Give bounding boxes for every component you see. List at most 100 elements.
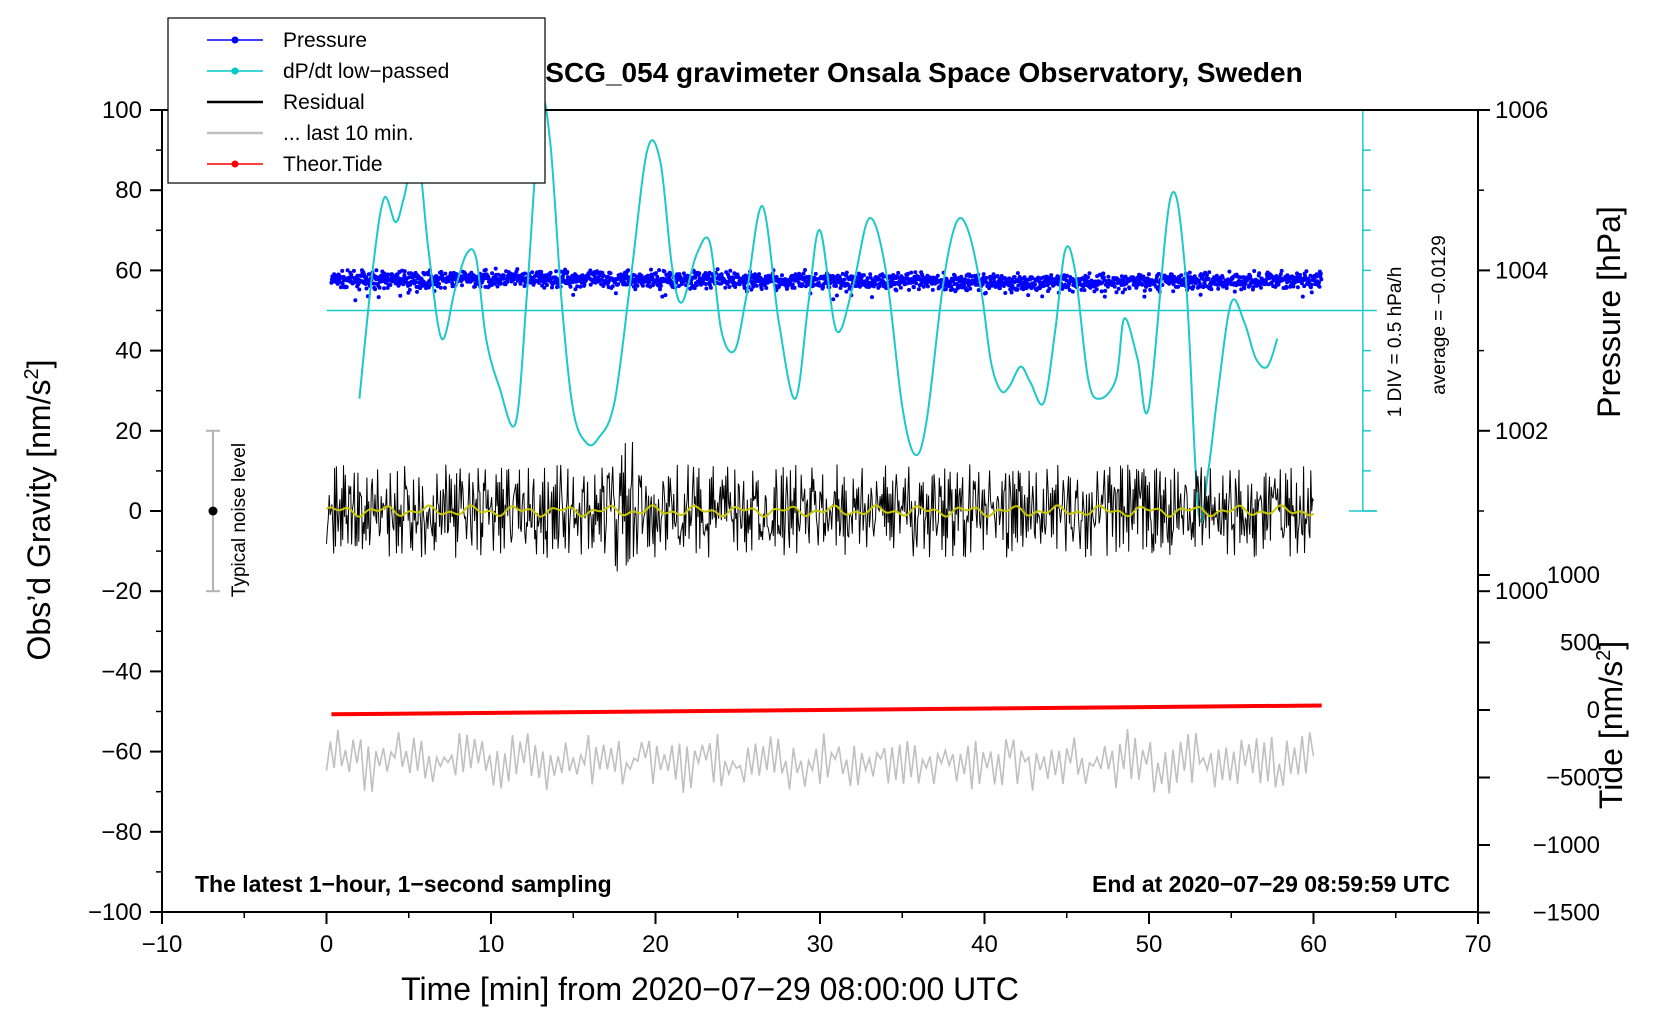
legend-box	[167, 17, 546, 184]
pressure-point	[842, 277, 847, 282]
x-tick-label: −10	[142, 931, 183, 958]
pressure-point	[600, 277, 604, 282]
pressure-point	[1105, 284, 1110, 289]
tide-tick-label: 1000	[1547, 562, 1600, 589]
pressure-point	[909, 270, 914, 275]
pressure-point	[384, 279, 389, 284]
pressure-axis-label: Pressure [hPa]	[1591, 206, 1627, 418]
residual-series-line	[326, 441, 1314, 572]
pressure-point	[925, 284, 930, 289]
pressure-point	[757, 272, 762, 277]
pressure-point	[997, 286, 1002, 291]
pressure-point	[536, 280, 541, 285]
pressure-point	[1307, 278, 1312, 283]
pressure-point	[742, 286, 747, 290]
legend-item: Pressure	[207, 29, 367, 52]
y-tick-label: −80	[101, 819, 142, 846]
pressure-point	[1176, 284, 1181, 289]
pressure-point	[1003, 291, 1008, 295]
pressure-point	[501, 276, 506, 281]
pressure-point	[573, 287, 578, 292]
pressure-point	[1312, 278, 1317, 283]
pressure-point	[1055, 274, 1060, 279]
pressure-point	[376, 295, 381, 300]
ticks-layer: −10 0 10 20 30 40 50 60 70100806040200−20−40−60−…	[88, 97, 1600, 958]
pressure-point	[565, 270, 570, 274]
pressure-point	[831, 297, 836, 302]
pressure-point	[513, 282, 518, 286]
pressure-point	[407, 287, 412, 292]
pressure-point	[1101, 271, 1106, 276]
note-right: End at 2020−07−29 08:59:59 UTC	[1092, 871, 1450, 897]
pressure-point	[834, 284, 838, 288]
pressure-point	[1042, 283, 1047, 288]
pressure-point	[490, 271, 495, 276]
pressure-point	[1304, 269, 1309, 274]
y-tick-label: −100	[88, 899, 142, 926]
pressure-point	[588, 268, 593, 273]
chart-title: SCG_054 gravimeter Onsala Space Observat…	[545, 57, 1302, 88]
pressure-point	[1191, 284, 1196, 289]
pressure-point	[498, 281, 503, 286]
pressure-point	[1080, 276, 1085, 281]
pressure-point	[364, 275, 369, 280]
legend: Pressure dP/dt low−passed Residual ... last…	[167, 17, 546, 184]
pressure-tick-label: 1006	[1495, 97, 1548, 124]
pressure-point	[1127, 286, 1132, 291]
pressure-point	[1198, 292, 1203, 297]
pressure-point	[437, 281, 441, 286]
pressure-point	[1022, 275, 1027, 280]
residual-smoothed-line	[325, 504, 1315, 518]
pressure-point	[1116, 286, 1121, 291]
pressure-point	[1294, 276, 1299, 281]
pressure-point	[1232, 289, 1237, 294]
pressure-point	[373, 287, 378, 292]
pressure-point	[728, 268, 733, 273]
pressure-point	[486, 275, 491, 280]
pressure-point	[1171, 289, 1176, 294]
pressure-point	[377, 285, 382, 290]
pressure-point	[663, 293, 668, 298]
pressure-point	[697, 271, 702, 276]
pressure-point	[415, 289, 419, 294]
pressure-point	[1298, 273, 1303, 277]
pressure-point	[689, 281, 694, 286]
pressure-point	[1079, 287, 1084, 292]
pressure-point	[995, 274, 1000, 278]
pressure-point	[483, 267, 488, 272]
y-label-sup: 2	[21, 368, 43, 379]
pressure-point	[834, 293, 839, 298]
pressure-point	[780, 273, 784, 278]
pressure-point	[1279, 268, 1284, 273]
pressure-point	[554, 269, 559, 274]
pressure-point	[1207, 270, 1212, 275]
pressure-point	[522, 284, 527, 288]
y-tick-label: 100	[102, 97, 142, 124]
pressure-point	[1276, 282, 1281, 287]
pressure-point	[530, 270, 535, 275]
pressure-point	[962, 282, 967, 287]
pressure-point	[539, 269, 544, 274]
pressure-point	[1148, 287, 1153, 292]
last-10-min-line	[325, 728, 1315, 794]
pressure-point	[796, 280, 801, 285]
legend-label: Theor.Tide	[283, 153, 383, 176]
pressure-point	[801, 271, 806, 276]
pressure-point	[813, 271, 818, 276]
pressure-point	[817, 283, 822, 288]
pressure-point	[1156, 271, 1161, 276]
pressure-point	[367, 272, 372, 277]
pressure-point	[1300, 294, 1305, 299]
pressure-point	[658, 283, 663, 288]
pressure-point	[601, 273, 606, 278]
tide-label-main: Tide [nm/s	[1593, 661, 1629, 809]
pressure-point	[654, 271, 658, 276]
pressure-point	[1086, 275, 1091, 280]
pressure-point	[1140, 282, 1145, 287]
pressure-point	[1220, 275, 1225, 280]
x-tick-label: 70	[1465, 931, 1492, 958]
pressure-point	[715, 267, 720, 272]
pressure-point	[1065, 273, 1069, 278]
dpdt-series-line	[358, 98, 1279, 523]
